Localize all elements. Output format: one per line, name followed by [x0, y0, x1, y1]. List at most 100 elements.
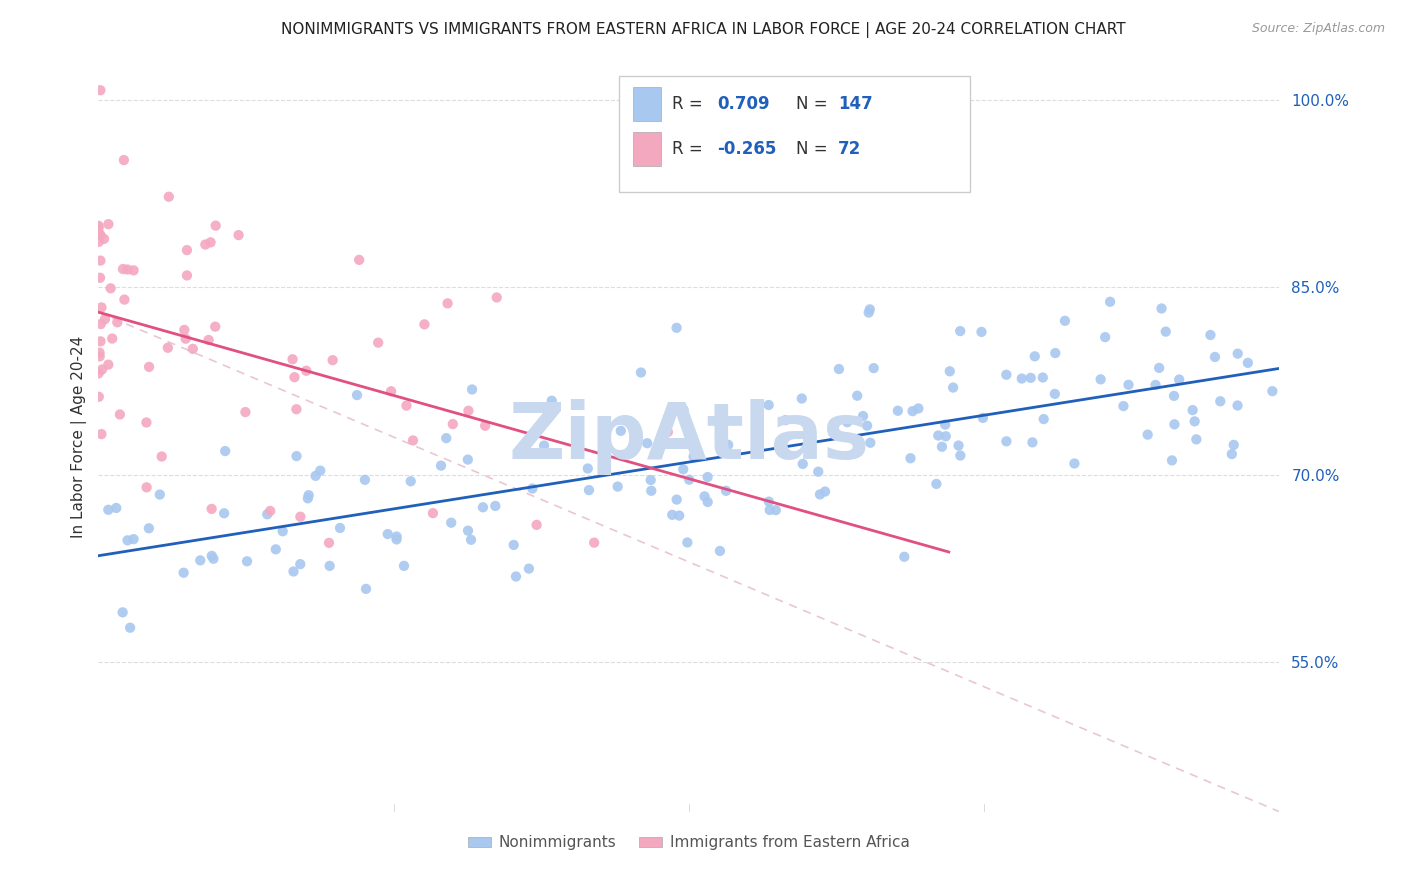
Point	[1181, 403, 1204, 417]
Point	[93, 232, 115, 246]
Point	[931, 440, 953, 454]
Point	[907, 401, 929, 416]
Point	[693, 489, 716, 503]
Point	[354, 473, 377, 487]
Point	[89, 334, 111, 349]
Point	[457, 403, 479, 417]
Point	[1226, 399, 1249, 413]
Point	[91, 362, 114, 376]
Point	[385, 530, 408, 544]
Point	[790, 392, 813, 406]
Point	[714, 483, 737, 498]
Point	[1147, 360, 1170, 375]
Point	[135, 480, 157, 494]
Point	[135, 416, 157, 430]
Text: -0.265: -0.265	[717, 140, 776, 158]
Point	[862, 361, 884, 376]
Point	[1261, 384, 1284, 399]
Point	[765, 503, 787, 517]
Point	[630, 366, 652, 380]
Text: NONIMMIGRANTS VS IMMIGRANTS FROM EASTERN AFRICA IN LABOR FORCE | AGE 20-24 CORRE: NONIMMIGRANTS VS IMMIGRANTS FROM EASTERN…	[281, 22, 1125, 38]
Point	[89, 253, 111, 268]
Point	[1163, 417, 1185, 432]
Point	[89, 270, 111, 285]
Point	[201, 549, 224, 563]
Point	[236, 554, 259, 568]
Point	[283, 370, 305, 384]
Point	[828, 362, 851, 376]
Point	[927, 428, 949, 442]
Point	[318, 558, 340, 573]
Point	[235, 405, 257, 419]
Point	[285, 449, 308, 463]
Text: R =: R =	[672, 95, 709, 113]
Point	[474, 418, 496, 433]
Point	[807, 465, 830, 479]
Point	[117, 533, 139, 548]
Point	[90, 317, 112, 331]
Point	[354, 582, 377, 596]
Point	[1094, 330, 1116, 344]
Point	[485, 290, 508, 304]
Point	[87, 220, 110, 235]
Point	[283, 565, 305, 579]
Point	[392, 558, 415, 573]
Point	[297, 491, 319, 506]
Point	[808, 487, 831, 501]
Point	[434, 431, 457, 445]
Point	[1144, 378, 1167, 392]
Point	[204, 319, 226, 334]
Point	[150, 450, 173, 464]
Point	[1090, 372, 1112, 386]
Point	[578, 483, 600, 497]
Point	[1185, 433, 1208, 447]
Point	[665, 492, 688, 507]
Point	[696, 470, 718, 484]
Point	[281, 352, 304, 367]
Point	[471, 500, 494, 515]
Point	[201, 501, 224, 516]
Point	[1032, 370, 1054, 384]
Point	[859, 435, 882, 450]
Point	[89, 228, 111, 243]
Text: 147: 147	[838, 95, 873, 113]
Point	[440, 516, 463, 530]
Point	[1118, 377, 1140, 392]
Point	[517, 561, 540, 575]
Point	[461, 383, 484, 397]
Point	[87, 235, 110, 249]
Point	[758, 494, 780, 508]
Point	[1161, 453, 1184, 467]
Point	[309, 464, 332, 478]
Point	[1204, 350, 1226, 364]
Point	[1150, 301, 1173, 316]
Point	[775, 413, 797, 427]
Point	[1021, 435, 1043, 450]
Point	[995, 368, 1018, 382]
Point	[939, 364, 962, 378]
Point	[1222, 438, 1244, 452]
Point	[256, 508, 278, 522]
Text: ZipAtlas: ZipAtlas	[509, 399, 869, 475]
Point	[346, 388, 368, 402]
Point	[157, 190, 180, 204]
Point	[112, 153, 135, 167]
Point	[1112, 399, 1135, 413]
Point	[1019, 371, 1042, 385]
Point	[696, 495, 718, 509]
Point	[97, 358, 120, 372]
Point	[385, 533, 408, 547]
Point	[1154, 325, 1177, 339]
Point	[1168, 372, 1191, 386]
Point	[271, 524, 294, 539]
Point	[1220, 447, 1243, 461]
Point	[457, 452, 479, 467]
Point	[610, 424, 633, 438]
Point	[934, 417, 956, 432]
Point	[505, 569, 527, 583]
Point	[887, 403, 910, 417]
Point	[87, 227, 110, 241]
Point	[367, 335, 389, 350]
Point	[204, 219, 226, 233]
Point	[1163, 389, 1185, 403]
